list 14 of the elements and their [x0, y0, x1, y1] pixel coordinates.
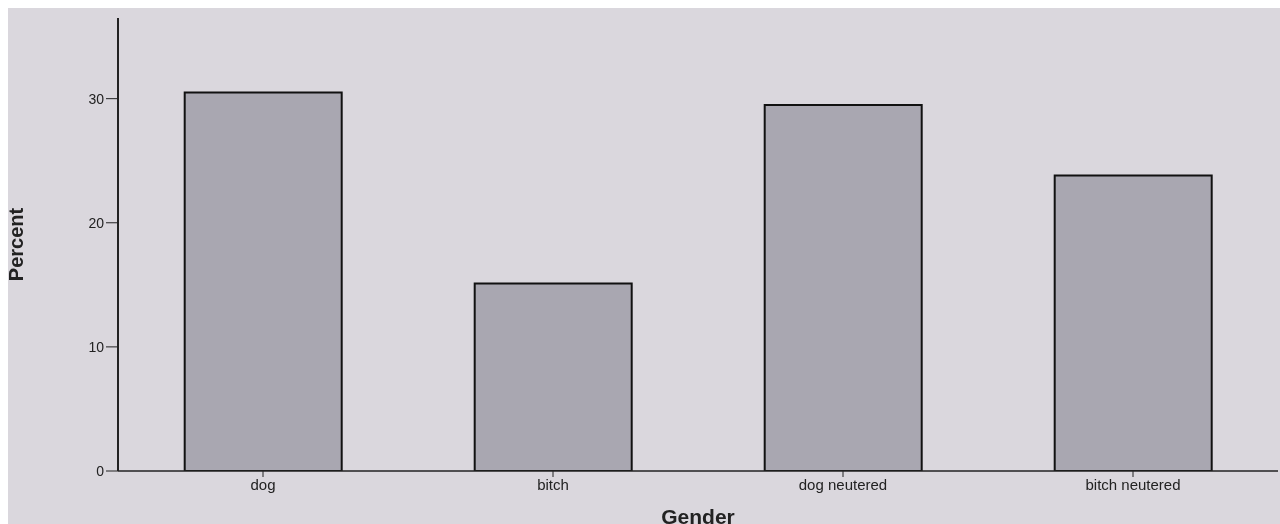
bar: [183, 91, 343, 471]
y-axis-title: Percent: [5, 207, 28, 282]
x-tick-label: bitch: [537, 475, 569, 493]
y-tick-label: 30: [88, 90, 105, 107]
x-tick-label: dog neutered: [798, 475, 888, 493]
bar: [763, 103, 923, 471]
x-tick-label: bitch neutered: [1085, 475, 1181, 493]
y-tick-label: 0: [96, 462, 105, 479]
x-tick-label: dog: [250, 475, 276, 493]
y-tick-label: 10: [88, 338, 105, 355]
bar: [473, 282, 633, 471]
bar: [1053, 174, 1213, 471]
x-axis-title: Gender: [661, 505, 735, 524]
y-tick-label: 20: [88, 214, 105, 231]
